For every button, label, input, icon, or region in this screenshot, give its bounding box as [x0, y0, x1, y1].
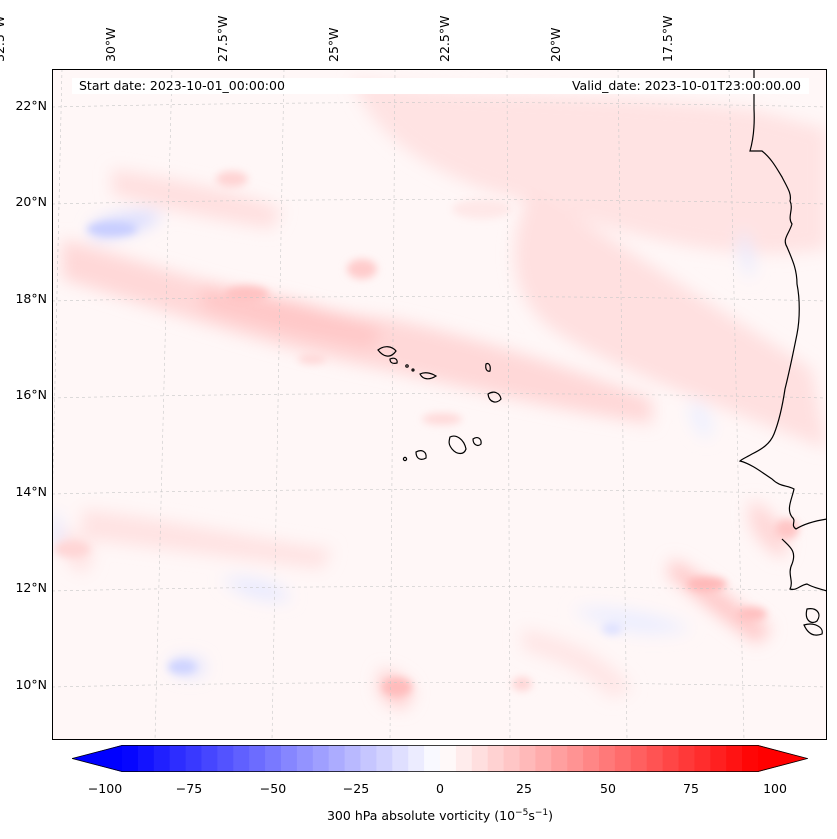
cbar-tick-m50: −50 [259, 781, 287, 796]
colorbar-cell [360, 745, 377, 772]
colorbar-cell [519, 745, 536, 772]
colorbar-cell [408, 745, 425, 772]
lon-label-22-5w: 22.5°W [437, 15, 452, 62]
colorbar-cell [535, 745, 552, 772]
colorbar-cell [312, 745, 330, 772]
colorbar-cell [503, 745, 521, 772]
colorbar-cell [487, 745, 505, 772]
map-frame [52, 69, 827, 740]
colorbar-cell [201, 745, 218, 772]
colorbar-cell [583, 745, 600, 772]
colorbar-cell [281, 745, 298, 772]
colorbar-left-extend [72, 745, 122, 772]
colorbar-cell [662, 745, 680, 772]
graticule [52, 69, 827, 740]
vorticity-map [52, 69, 827, 740]
colorbar-cell [344, 745, 362, 772]
cbar-tick-m100: −100 [87, 781, 123, 796]
lat-label-20n: 20°N [15, 194, 47, 209]
colorbar-cell [646, 745, 664, 772]
cbar-tick-m25: −25 [342, 781, 370, 796]
cape-verde-islands [377, 346, 502, 462]
lat-label-22n: 22°N [15, 98, 47, 113]
colorbar-cell [742, 745, 759, 772]
colorbar-cell [233, 745, 250, 772]
colorbar-cell [551, 745, 568, 772]
colorbar-cell [694, 745, 711, 772]
colorbar-cell [471, 745, 489, 772]
cbar-tick-0: 0 [436, 781, 444, 796]
colorbar-cell [185, 745, 203, 772]
lon-label-27-5w: 27.5°W [215, 15, 230, 62]
colorbar-cell [392, 745, 409, 772]
colorbar-right-extend [758, 745, 808, 772]
colorbar-cell [567, 745, 584, 772]
colorbar-cell [249, 745, 266, 772]
colorbar-cell [376, 745, 393, 772]
colorbar-cell [153, 745, 171, 772]
lon-label-32-5w: 32.5°W [0, 15, 7, 62]
coastline [738, 69, 827, 636]
cbar-tick-75: 75 [683, 781, 699, 796]
date-header: Start date: 2023-10-01_00:00:00 Valid_da… [72, 78, 809, 94]
lon-label-30w: 30°W [103, 27, 118, 62]
lon-label-20w: 20°W [548, 27, 563, 62]
lat-label-12n: 12°N [15, 580, 47, 595]
vorticity-small-cells [54, 171, 799, 696]
map-canvas [52, 69, 827, 740]
colorbar-cells [122, 745, 759, 772]
colorbar-cell [614, 745, 632, 772]
lat-label-18n: 18°N [15, 291, 47, 306]
colorbar-cell [599, 745, 616, 772]
cbar-tick-100: 100 [763, 781, 787, 796]
start-date-text: Start date: 2023-10-01_00:00:00 [79, 78, 285, 93]
vorticity-field [52, 79, 827, 709]
colorbar-cell [678, 745, 695, 772]
lat-label-10n: 10°N [15, 677, 47, 692]
colorbar-cell [296, 745, 314, 772]
colorbar-cell [137, 745, 155, 772]
colorbar-cell [265, 745, 282, 772]
colorbar-cell [710, 745, 727, 772]
colorbar-cell [726, 745, 743, 772]
lon-label-25w: 25°W [326, 27, 341, 62]
colorbar-cell [455, 745, 473, 772]
colorbar-cell [169, 745, 187, 772]
colorbar-outline [72, 745, 808, 772]
colorbar [72, 745, 808, 772]
colorbar-cell [328, 745, 346, 772]
colorbar-label: 300 hPa absolute vorticity (10−5s−1) [326, 808, 553, 824]
colorbar-cell [217, 745, 234, 772]
lat-label-14n: 14°N [15, 484, 47, 499]
cbar-tick-25: 25 [516, 781, 532, 796]
cbar-tick-m75: −75 [175, 781, 203, 796]
colorbar-cell [122, 745, 139, 772]
colorbar-cell [440, 745, 457, 772]
valid-date-text: Valid_date: 2023-10-01T23:00:00.00 [571, 78, 801, 93]
cbar-tick-50: 50 [600, 781, 616, 796]
lat-label-16n: 16°N [15, 387, 47, 402]
colorbar-cell [424, 745, 441, 772]
lon-label-17-5w: 17.5°W [660, 15, 675, 62]
colorbar-cell [630, 745, 648, 772]
